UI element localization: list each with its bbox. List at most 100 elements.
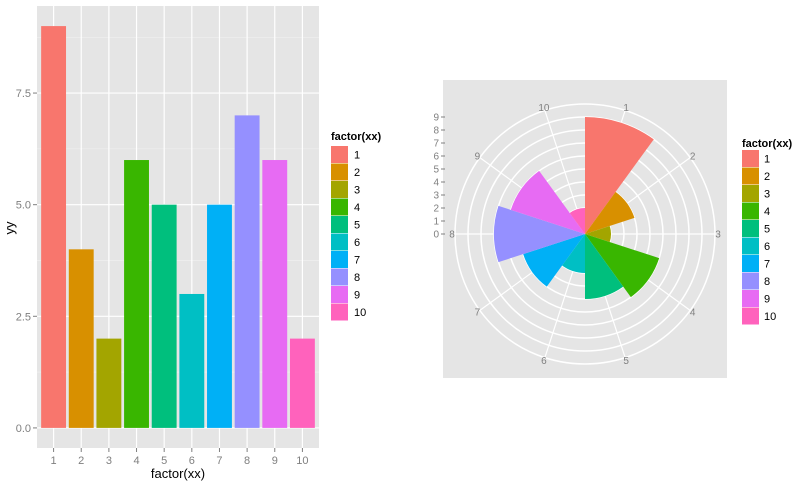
angular-label-8: 8: [449, 230, 455, 241]
bar-2: [68, 249, 94, 428]
legend-label-1: 1: [354, 150, 360, 162]
x-tick-label: 9: [272, 455, 278, 467]
polar-wedge-5: [585, 234, 624, 299]
bar-5: [151, 204, 177, 428]
bar-9: [262, 160, 288, 428]
x-tick-label: 4: [133, 455, 139, 467]
polar-legend-key-8: [742, 272, 759, 290]
bar-10: [289, 338, 315, 428]
polar-wedge-10: [569, 208, 585, 234]
bar-legend: factor(xx) 1 2 3 4 5 6 7 8 9 10: [331, 131, 381, 321]
polar-legend: factor(xx) 1 2 3 4 5 6 7 8 9 10: [742, 138, 792, 325]
legend-label-7: 7: [354, 255, 360, 267]
angular-label-6: 6: [541, 356, 547, 367]
legend-label-9: 9: [354, 290, 360, 302]
bar-chart: 0.0 2.5 5.0 7.5 1 2 3 4 5 6 7 8 9 10 factor(xx) yy f…: [2, 6, 381, 481]
x-tick-label: 5: [161, 455, 167, 467]
polar-legend-label-4: 4: [764, 206, 770, 218]
radial-tick-label: 2: [433, 204, 439, 215]
polar-wedge-6: [562, 234, 585, 273]
polar-legend-label-8: 8: [764, 276, 770, 288]
polar-legend-label-1: 1: [764, 154, 770, 166]
bar-x-ticks: 1 2 3 4 5 6 7 8 9 10: [51, 448, 309, 467]
polar-wedge-7: [523, 234, 585, 287]
legend-key-6: [331, 233, 348, 251]
polar-wedge-3: [585, 225, 611, 243]
x-tick-label: 3: [106, 455, 112, 467]
radial-tick-label: 4: [433, 178, 439, 189]
polar-legend-key-2: [742, 167, 759, 185]
x-tick-label: 8: [244, 455, 250, 467]
bar-x-axis-title: factor(xx): [151, 466, 205, 481]
polar-legend-key-9: [742, 290, 759, 307]
legend-key-4: [331, 198, 348, 216]
legend-key-5: [331, 216, 348, 233]
bar-legend-title: factor(xx): [331, 131, 381, 143]
polar-legend-label-6: 6: [764, 241, 770, 253]
polar-legend-key-3: [742, 185, 759, 202]
x-tick-label: 2: [78, 455, 84, 467]
radial-tick-label: 5: [433, 165, 439, 176]
polar-legend-label-2: 2: [764, 171, 770, 183]
radial-tick-label: 9: [433, 113, 439, 124]
polar-chart: 0 1 2 3 4 5 6 7 8 9 1 2 3 4 5 6 7 8 9 10 factor(xx) 1 2 3 4 5 6…: [433, 80, 792, 378]
polar-wedge-8: [494, 205, 585, 263]
bar-y-axis-title: yy: [2, 221, 17, 235]
x-tick-label: 6: [189, 455, 195, 467]
y-tick-label: 0.0: [16, 423, 31, 435]
angular-label-4: 4: [690, 308, 696, 319]
radial-tick-label: 8: [433, 126, 439, 137]
bar-8: [234, 115, 260, 428]
polar-legend-key-7: [742, 255, 759, 272]
y-tick-label: 7.5: [16, 88, 31, 100]
polar-legend-label-5: 5: [764, 224, 770, 236]
y-tick-label: 2.5: [16, 311, 31, 323]
legend-key-2: [331, 163, 348, 181]
radial-tick-label: 7: [433, 139, 439, 150]
angular-label-9: 9: [475, 151, 481, 162]
polar-legend-key-1: [742, 150, 759, 167]
bar-6: [179, 293, 205, 428]
legend-key-10: [331, 303, 348, 321]
legend-key-1: [331, 146, 348, 163]
radial-tick-label: 6: [433, 152, 439, 163]
polar-legend-label-3: 3: [764, 189, 770, 201]
bar-7: [207, 204, 232, 428]
radial-tick-label: 1: [433, 217, 439, 228]
polar-legend-label-9: 9: [764, 294, 770, 306]
angular-label-2: 2: [690, 151, 696, 162]
polar-legend-title: factor(xx): [742, 138, 792, 150]
polar-legend-key-5: [742, 220, 759, 237]
polar-legend-key-4: [742, 202, 759, 220]
polar-legend-label-10: 10: [764, 311, 776, 323]
legend-label-6: 6: [354, 237, 360, 249]
polar-wedge-9: [510, 170, 585, 234]
polar-radial-ticks: 0 1 2 3 4 5 6 7 8 9: [433, 113, 445, 241]
angular-label-10: 10: [538, 103, 550, 114]
polar-legend-key-6: [742, 237, 759, 255]
angular-label-3: 3: [715, 230, 721, 241]
x-tick-label: 10: [296, 455, 308, 467]
legend-key-8: [331, 268, 348, 286]
polar-legend-key-10: [742, 307, 759, 325]
bar-y-ticks: 0.0 2.5 5.0 7.5: [16, 88, 37, 435]
bar-3: [96, 338, 122, 428]
legend-key-7: [331, 251, 348, 268]
legend-label-5: 5: [354, 220, 360, 232]
bar-1: [41, 26, 67, 428]
radial-tick-label: 0: [433, 230, 439, 241]
angular-label-7: 7: [475, 308, 481, 319]
x-tick-label: 7: [216, 455, 222, 467]
radial-tick-label: 3: [433, 191, 439, 202]
polar-wedge-4: [585, 234, 660, 298]
bar-4: [124, 160, 149, 428]
angular-label-5: 5: [623, 356, 629, 367]
polar-wedge-1: [585, 117, 654, 234]
polar-angular-labels: 1 2 3 4 5 6 7 8 9 10: [449, 103, 721, 367]
bar-marks: [41, 26, 315, 428]
legend-label-2: 2: [354, 167, 360, 179]
x-tick-label: 1: [51, 455, 57, 467]
polar-wedge-2: [585, 191, 635, 234]
legend-key-3: [331, 181, 348, 198]
legend-label-10: 10: [354, 307, 366, 319]
